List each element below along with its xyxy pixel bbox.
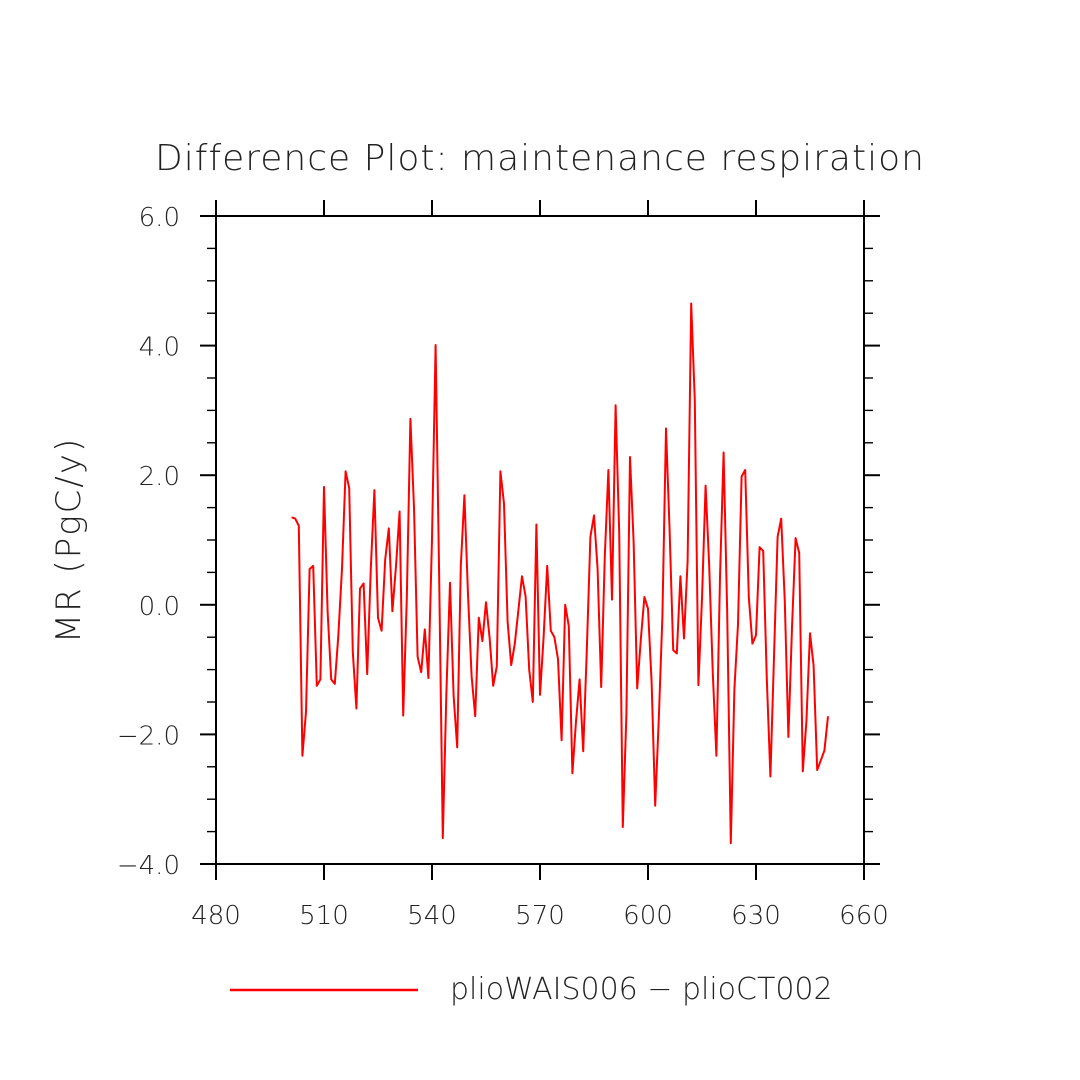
axis-ticks — [200, 200, 880, 880]
legend: plioWAIS006 − plioCT002 — [230, 972, 833, 1007]
y-tick-label: 4.0 — [139, 333, 180, 363]
x-tick-label: 630 — [731, 901, 781, 931]
y-tick-label: 0.0 — [139, 592, 180, 622]
legend-label: plioWAIS006 − plioCT002 — [450, 972, 833, 1007]
y-tick-label: −2.0 — [117, 721, 180, 751]
x-tick-label: 600 — [623, 901, 673, 931]
y-tick-label: 6.0 — [139, 203, 180, 233]
series-line — [291, 302, 829, 845]
x-tick-label: 510 — [299, 901, 349, 931]
y-tick-label: 2.0 — [139, 462, 180, 492]
x-tick-label: 480 — [191, 901, 241, 931]
y-axis-label: MR (PgC/y) — [49, 437, 89, 644]
x-tick-label: 570 — [515, 901, 565, 931]
chart-title: Difference Plot: maintenance respiration — [155, 138, 925, 179]
y-tick-label: −4.0 — [117, 851, 180, 881]
x-tick-label: 540 — [407, 901, 457, 931]
series-group — [291, 302, 829, 845]
axis-tick-labels: 480 510 540 570 600 630 660 −4.0 −2.0 0.0 2.0 4.0 6.… — [117, 203, 889, 931]
x-tick-label: 660 — [839, 901, 889, 931]
plot-frame — [215, 215, 865, 865]
